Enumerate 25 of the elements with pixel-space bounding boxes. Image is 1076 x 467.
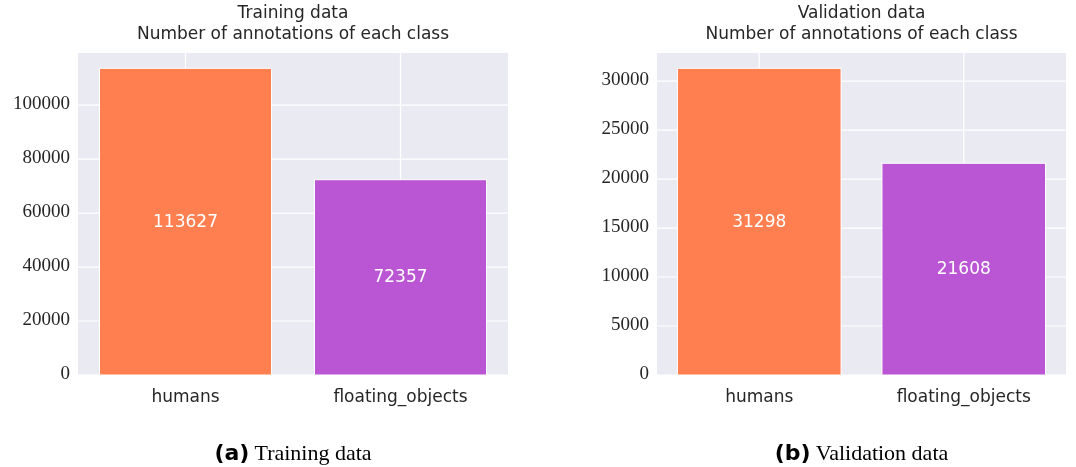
y-tick-label: 0: [639, 362, 649, 384]
y-tick-label: 80000: [22, 146, 70, 168]
y-tick-label: 30000: [601, 68, 649, 90]
y-tick-label: 15000: [601, 215, 649, 237]
data-label: 72357: [373, 266, 428, 287]
y-tick-label: 20000: [22, 308, 70, 330]
chart-title: Training data Number of annotations of each class: [136, 2, 450, 43]
y-tick-label: 5000: [611, 313, 649, 335]
y-tick-label: 100000: [13, 92, 70, 114]
x-tick-label: floating_objects: [333, 386, 468, 407]
x-tick-label: humans: [151, 386, 220, 406]
y-tick-label: 10000: [601, 264, 649, 286]
data-label: 31298: [732, 210, 787, 231]
x-tick-label: humans: [725, 386, 794, 406]
chart-title: Validation data Number of annotations of each class: [705, 2, 1018, 43]
data-label: 21608: [936, 258, 991, 279]
text: (a) Training data: [214, 440, 372, 465]
y-tick-label: 0: [60, 362, 70, 384]
x-tick-label: floating_objects: [896, 386, 1031, 407]
y-tick-label: 40000: [22, 254, 70, 276]
text: (b) Validation data: [774, 440, 949, 465]
y-tick-label: 25000: [601, 117, 649, 139]
y-tick-label: 20000: [601, 166, 649, 188]
y-tick-label: 60000: [22, 200, 70, 222]
data-label: 113627: [153, 210, 218, 231]
